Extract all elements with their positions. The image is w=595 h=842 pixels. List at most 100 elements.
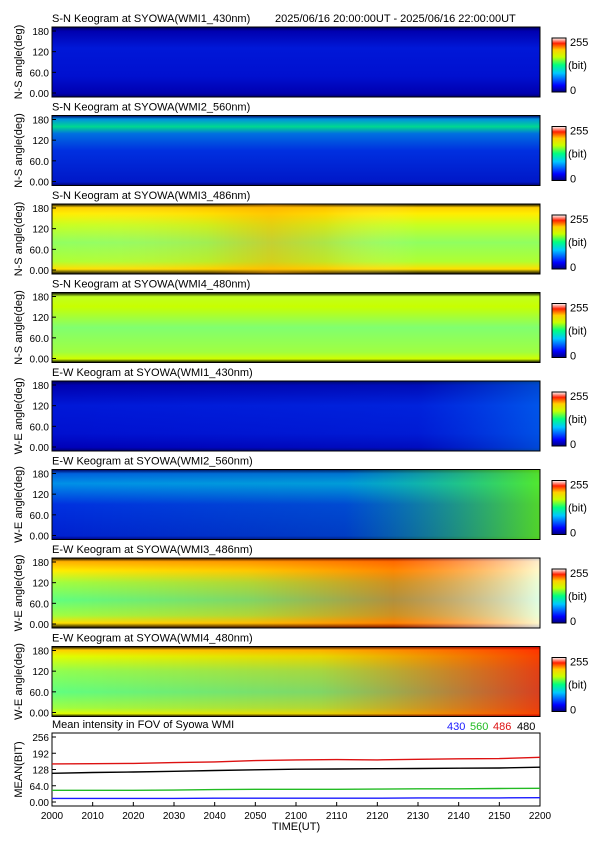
series-line-480 bbox=[51, 766, 541, 774]
colorbar bbox=[551, 480, 567, 535]
keogram-image bbox=[52, 115, 540, 186]
y-axis-label: N-S angle(deg) bbox=[13, 113, 25, 188]
legend-486: 486 bbox=[493, 721, 511, 733]
keogram-time-variation bbox=[52, 381, 540, 451]
y-tick-label: 128 bbox=[32, 766, 49, 777]
y-tick-label: 60.0 bbox=[30, 422, 50, 433]
y-tick-label: 192 bbox=[32, 749, 49, 760]
y-tick-label: 180 bbox=[32, 116, 49, 127]
colorbar-max-label: 255 bbox=[570, 37, 588, 49]
chart-y-axis-label: MEAN(BIT) bbox=[13, 741, 25, 797]
panel-title: S-N Keogram at SYOWA(WMI4_480nm) bbox=[52, 279, 250, 291]
y-tick-label: 0.00 bbox=[30, 443, 50, 454]
y-tick-label: 0.00 bbox=[30, 178, 50, 189]
x-tick-label: 2040 bbox=[204, 811, 227, 822]
y-tick-label: 256 bbox=[32, 733, 49, 744]
series-line-560 bbox=[52, 787, 541, 791]
y-tick-label: 60.0 bbox=[30, 245, 50, 256]
y-tick-label: 180 bbox=[32, 204, 49, 215]
y-tick-label: 180 bbox=[32, 381, 49, 392]
y-tick-label: 60.0 bbox=[30, 334, 50, 345]
colorbar-min-label: 0 bbox=[570, 351, 576, 363]
colorbar bbox=[551, 37, 567, 93]
y-tick-label: 120 bbox=[32, 490, 49, 501]
panel-title: S-N Keogram at SYOWA(WMI1_430nm) bbox=[52, 13, 250, 25]
y-tick-label: 60.0 bbox=[30, 688, 50, 699]
colorbar-max-label: 255 bbox=[570, 214, 588, 226]
x-tick-label: 2130 bbox=[407, 811, 430, 822]
x-tick-label: 2120 bbox=[366, 811, 389, 822]
x-tick-label: 2200 bbox=[529, 811, 552, 822]
y-tick-label: 60.0 bbox=[30, 599, 50, 610]
keogram-frame bbox=[51, 115, 541, 186]
colorbar-max-label: 255 bbox=[570, 303, 588, 315]
y-tick-label: 120 bbox=[32, 579, 49, 590]
legend-480: 480 bbox=[517, 721, 535, 733]
colorbar-unit-label: (bit) bbox=[568, 237, 587, 249]
keogram-panel-6: E-W Keogram at SYOWA(WMI2_560nm) W-E angl… bbox=[13, 456, 588, 543]
y-tick-label: 60.0 bbox=[30, 511, 50, 522]
y-axis-label: N-S angle(deg) bbox=[13, 202, 25, 277]
x-tick-label: 2030 bbox=[163, 811, 186, 822]
colorbar-unit-label: (bit) bbox=[568, 414, 587, 426]
y-tick-label: 0.00 bbox=[30, 355, 50, 366]
y-tick-label: 180 bbox=[32, 27, 49, 38]
y-axis-label: W-E angle(deg) bbox=[13, 378, 25, 455]
keogram-image bbox=[52, 292, 540, 363]
y-tick-label: 64.0 bbox=[30, 782, 50, 793]
y-tick-label: 60.0 bbox=[30, 157, 50, 168]
keogram-frame bbox=[51, 646, 541, 717]
y-tick-label: 120 bbox=[32, 402, 49, 413]
keogram-panel-3: S-N Keogram at SYOWA(WMI3_486nm) N-S angl… bbox=[13, 190, 588, 277]
colorbar-min-label: 0 bbox=[570, 174, 576, 186]
colorbar-max-label: 255 bbox=[570, 480, 588, 492]
panel-title: E-W Keogram at SYOWA(WMI1_430nm) bbox=[52, 367, 253, 379]
colorbar-min-label: 0 bbox=[570, 439, 576, 451]
colorbar bbox=[551, 391, 567, 447]
y-tick-label: 0.00 bbox=[30, 266, 50, 277]
y-tick-label: 0.00 bbox=[30, 532, 50, 543]
series-line-486 bbox=[51, 756, 541, 765]
x-tick-label: 2050 bbox=[244, 811, 267, 822]
y-tick-label: 0.00 bbox=[30, 620, 50, 631]
y-axis-label: N-S angle(deg) bbox=[13, 290, 25, 365]
x-tick-label: 2010 bbox=[82, 811, 105, 822]
y-tick-label: 120 bbox=[32, 667, 49, 678]
colorbar-unit-label: (bit) bbox=[568, 60, 587, 72]
keogram-frame bbox=[51, 469, 541, 540]
colorbar bbox=[551, 657, 567, 712]
y-tick-label: 60.0 bbox=[30, 68, 50, 79]
keogram-frame bbox=[51, 557, 541, 629]
chart-title: Mean intensity in FOV of Syowa WMI bbox=[52, 719, 234, 731]
x-tick-label: 2100 bbox=[285, 811, 308, 822]
x-tick-label: 2150 bbox=[488, 811, 511, 822]
keogram-frame bbox=[51, 203, 541, 275]
keogram-panel-2: S-N Keogram at SYOWA(WMI2_560nm) N-S angl… bbox=[13, 102, 588, 189]
colorbar bbox=[551, 214, 567, 270]
keogram-image bbox=[52, 27, 540, 97]
keogram-panel-7: E-W Keogram at SYOWA(WMI3_486nm) W-E angl… bbox=[13, 544, 588, 631]
colorbar-unit-label: (bit) bbox=[568, 680, 587, 692]
keogram-time-variation bbox=[52, 204, 540, 274]
panel-title: E-W Keogram at SYOWA(WMI3_486nm) bbox=[52, 544, 253, 556]
y-tick-label: 120 bbox=[32, 136, 49, 147]
y-tick-label: 120 bbox=[32, 48, 49, 59]
panel-title: E-W Keogram at SYOWA(WMI2_560nm) bbox=[52, 456, 253, 468]
x-tick-label: 2000 bbox=[41, 811, 64, 822]
y-axis-label: W-E angle(deg) bbox=[13, 643, 25, 720]
colorbar-max-label: 255 bbox=[570, 126, 588, 138]
y-tick-label: 0.00 bbox=[30, 89, 50, 100]
y-tick-label: 180 bbox=[32, 470, 49, 481]
panel-title: S-N Keogram at SYOWA(WMI3_486nm) bbox=[52, 190, 250, 202]
colorbar-min-label: 0 bbox=[570, 616, 576, 628]
legend-430: 430 bbox=[447, 721, 465, 733]
legend-560: 560 bbox=[470, 721, 488, 733]
x-tick-label: 2110 bbox=[326, 811, 348, 822]
keogram-panel-8: E-W Keogram at SYOWA(WMI4_480nm) W-E angl… bbox=[13, 633, 588, 720]
colorbar-unit-label: (bit) bbox=[568, 149, 587, 161]
colorbar-max-label: 255 bbox=[570, 568, 588, 580]
y-tick-label: 180 bbox=[32, 647, 49, 658]
y-tick-label: 180 bbox=[32, 293, 49, 304]
colorbar bbox=[551, 303, 567, 358]
keogram-time-variation bbox=[52, 646, 540, 717]
